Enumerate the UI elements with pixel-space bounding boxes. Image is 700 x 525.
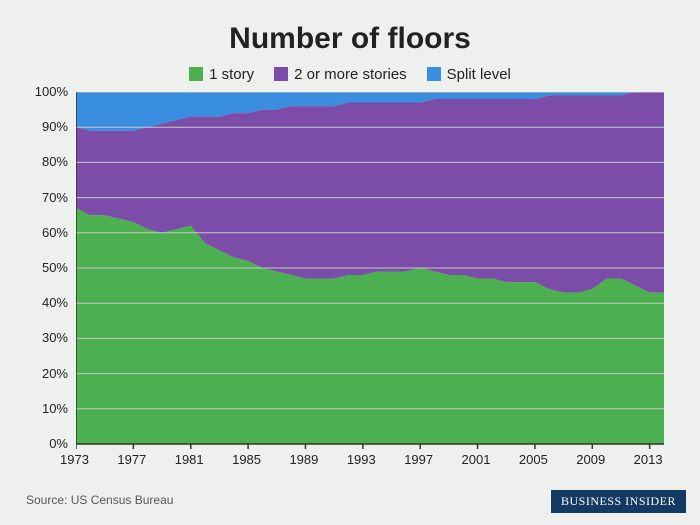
legend-item: 2 or more stories (274, 66, 407, 83)
x-tick-label: 1989 (289, 452, 318, 467)
y-tick-label: 30% (42, 330, 68, 345)
legend-swatch (189, 67, 203, 81)
legend-item: 1 story (189, 66, 254, 83)
y-tick-label: 50% (42, 260, 68, 275)
x-tick-label: 2009 (576, 452, 605, 467)
x-tick-label: 1993 (347, 452, 376, 467)
y-tick-label: 10% (42, 401, 68, 416)
legend-label: 1 story (209, 66, 254, 83)
chart-legend: 1 story 2 or more stories Split level (0, 66, 700, 84)
x-tick-label: 1973 (60, 452, 89, 467)
legend-label: 2 or more stories (294, 66, 407, 83)
x-tick-label: 2005 (519, 452, 548, 467)
source-label: Source: US Census Bureau (26, 493, 173, 507)
x-tick-label: 1997 (404, 452, 433, 467)
y-tick-label: 100% (35, 84, 68, 99)
x-tick-label: 2001 (462, 452, 491, 467)
chart-title: Number of floors (0, 22, 700, 56)
brand-badge: BUSINESS INSIDER (551, 490, 686, 513)
y-tick-label: 40% (42, 295, 68, 310)
legend-item: Split level (427, 66, 511, 83)
x-tick-label: 1985 (232, 452, 261, 467)
chart-svg (76, 92, 664, 450)
legend-label: Split level (447, 66, 511, 83)
legend-swatch (427, 67, 441, 81)
x-tick-label: 2013 (634, 452, 663, 467)
y-tick-label: 0% (49, 436, 68, 451)
chart-container: Number of floors 1 story 2 or more storie… (0, 0, 700, 525)
y-tick-label: 80% (42, 154, 68, 169)
chart-plot: 0%10%20%30%40%50%60%70%80%90%100% 197319… (76, 92, 664, 444)
y-tick-label: 90% (42, 119, 68, 134)
legend-swatch (274, 67, 288, 81)
x-tick-label: 1981 (175, 452, 204, 467)
x-tick-label: 1977 (117, 452, 146, 467)
y-tick-label: 20% (42, 366, 68, 381)
y-tick-label: 60% (42, 225, 68, 240)
y-tick-label: 70% (42, 190, 68, 205)
